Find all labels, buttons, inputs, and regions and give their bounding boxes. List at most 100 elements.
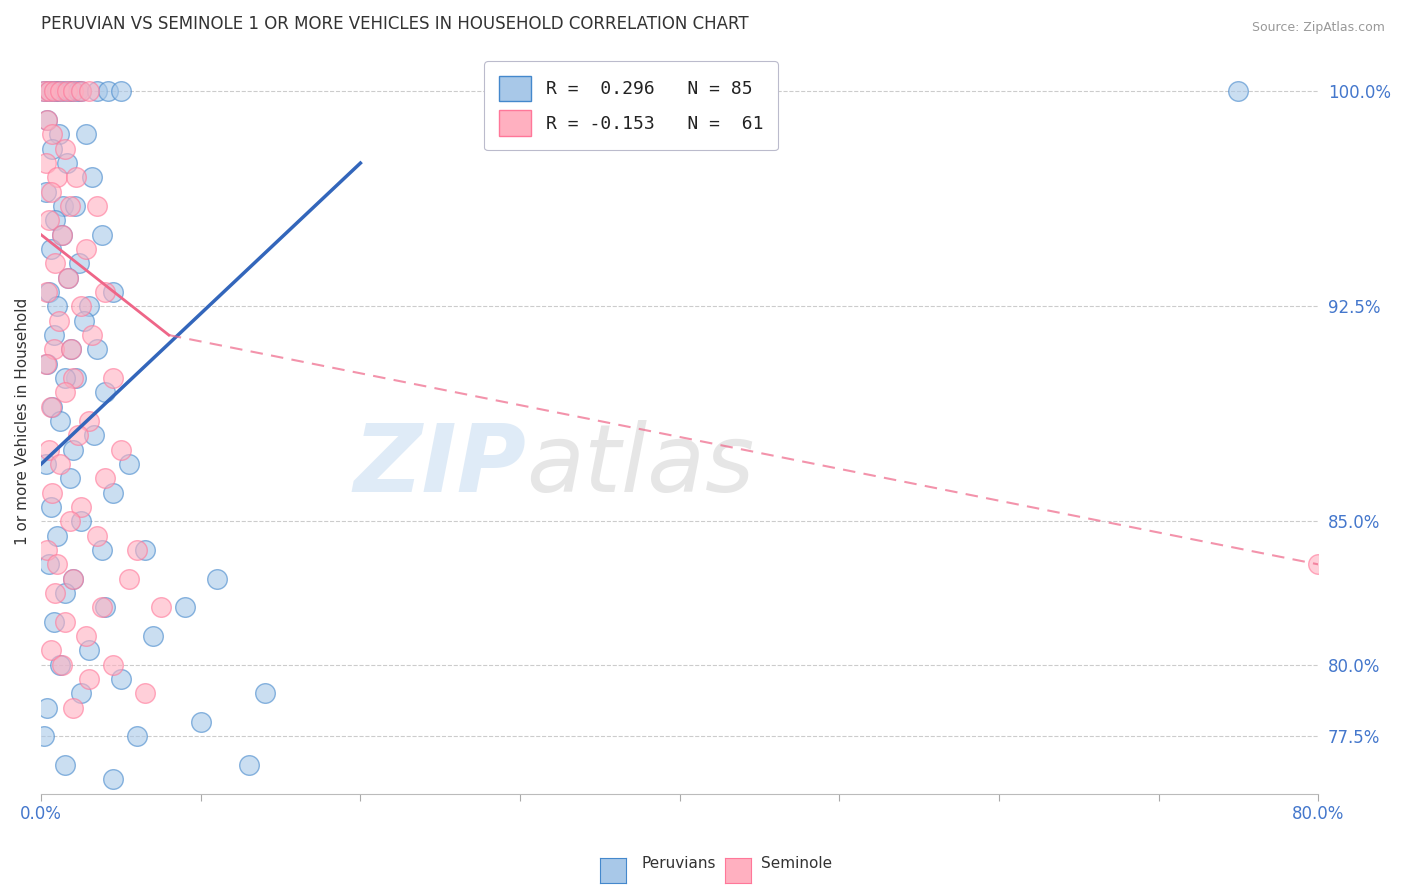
Point — [49, 85, 72, 99]
Point — [221, 887, 243, 892]
Point — [44, 213, 66, 227]
Point — [53, 142, 76, 156]
Point — [42, 343, 65, 357]
Text: atlas: atlas — [526, 420, 755, 511]
Point — [53, 371, 76, 385]
Point — [38, 442, 60, 457]
Point — [35, 457, 58, 471]
Point — [37, 285, 59, 299]
Point — [86, 199, 108, 213]
Point — [62, 572, 84, 586]
Point — [37, 543, 59, 558]
Point — [70, 300, 93, 314]
Point — [63, 199, 86, 213]
Point — [44, 586, 66, 600]
Point — [39, 643, 62, 657]
Point — [37, 113, 59, 128]
Text: ZIP: ZIP — [353, 420, 526, 512]
Point — [49, 85, 72, 99]
Point — [35, 185, 58, 199]
Point — [77, 672, 100, 686]
Point — [37, 700, 59, 714]
Point — [70, 85, 93, 99]
Point — [101, 657, 124, 672]
Text: Seminole: Seminole — [761, 856, 832, 871]
Point — [90, 600, 112, 615]
Point — [73, 314, 96, 328]
Point — [134, 543, 156, 558]
Point — [62, 85, 84, 99]
Point — [41, 128, 63, 142]
Point — [53, 385, 76, 400]
Point — [42, 328, 65, 343]
Point — [82, 328, 104, 343]
Point — [94, 600, 117, 615]
Point — [38, 85, 60, 99]
Legend: R =  0.296   N = 85, R = -0.153   N =  61: R = 0.296 N = 85, R = -0.153 N = 61 — [485, 62, 778, 150]
Point — [58, 270, 80, 285]
Point — [42, 85, 65, 99]
Point — [86, 529, 108, 543]
Point — [70, 85, 93, 99]
Point — [97, 85, 120, 99]
Point — [60, 343, 83, 357]
Point — [77, 643, 100, 657]
Point — [46, 558, 69, 572]
Point — [42, 85, 65, 99]
Point — [39, 400, 62, 414]
Point — [51, 227, 73, 242]
Point — [66, 85, 89, 99]
Point — [94, 471, 117, 485]
Y-axis label: 1 or more Vehicles in Household: 1 or more Vehicles in Household — [15, 297, 30, 545]
Point — [65, 371, 87, 385]
Point — [38, 285, 60, 299]
Point — [77, 85, 100, 99]
Point — [49, 457, 72, 471]
Point — [253, 686, 276, 700]
Point — [39, 500, 62, 514]
Point — [125, 730, 148, 744]
Point — [39, 242, 62, 256]
Point — [37, 357, 59, 371]
Point — [75, 242, 97, 256]
Point — [82, 170, 104, 185]
Point — [77, 414, 100, 428]
Point — [34, 85, 56, 99]
Point — [70, 500, 93, 514]
Point — [53, 615, 76, 629]
Point — [70, 515, 93, 529]
Point — [101, 285, 124, 299]
Point — [59, 199, 82, 213]
Point — [125, 543, 148, 558]
Point — [46, 529, 69, 543]
Point — [62, 572, 84, 586]
Point — [75, 128, 97, 142]
Point — [34, 730, 56, 744]
Point — [110, 442, 132, 457]
Point — [41, 485, 63, 500]
Point — [55, 156, 77, 170]
Point — [46, 300, 69, 314]
Point — [67, 256, 90, 270]
Point — [62, 700, 84, 714]
Point — [48, 128, 70, 142]
Point — [285, 830, 308, 844]
Point — [90, 543, 112, 558]
Point — [59, 515, 82, 529]
Point — [38, 85, 60, 99]
Point — [53, 586, 76, 600]
Point — [37, 113, 59, 128]
Point — [118, 457, 141, 471]
Point — [70, 686, 93, 700]
Point — [35, 156, 58, 170]
Text: PERUVIAN VS SEMINOLE 1 OR MORE VEHICLES IN HOUSEHOLD CORRELATION CHART: PERUVIAN VS SEMINOLE 1 OR MORE VEHICLES … — [41, 15, 749, 33]
Point — [110, 672, 132, 686]
Point — [101, 371, 124, 385]
Point — [53, 85, 76, 99]
Point — [83, 428, 105, 442]
Point — [90, 227, 112, 242]
Text: Peruvians: Peruvians — [641, 856, 716, 871]
Point — [190, 714, 212, 729]
Point — [49, 414, 72, 428]
Point — [149, 600, 172, 615]
